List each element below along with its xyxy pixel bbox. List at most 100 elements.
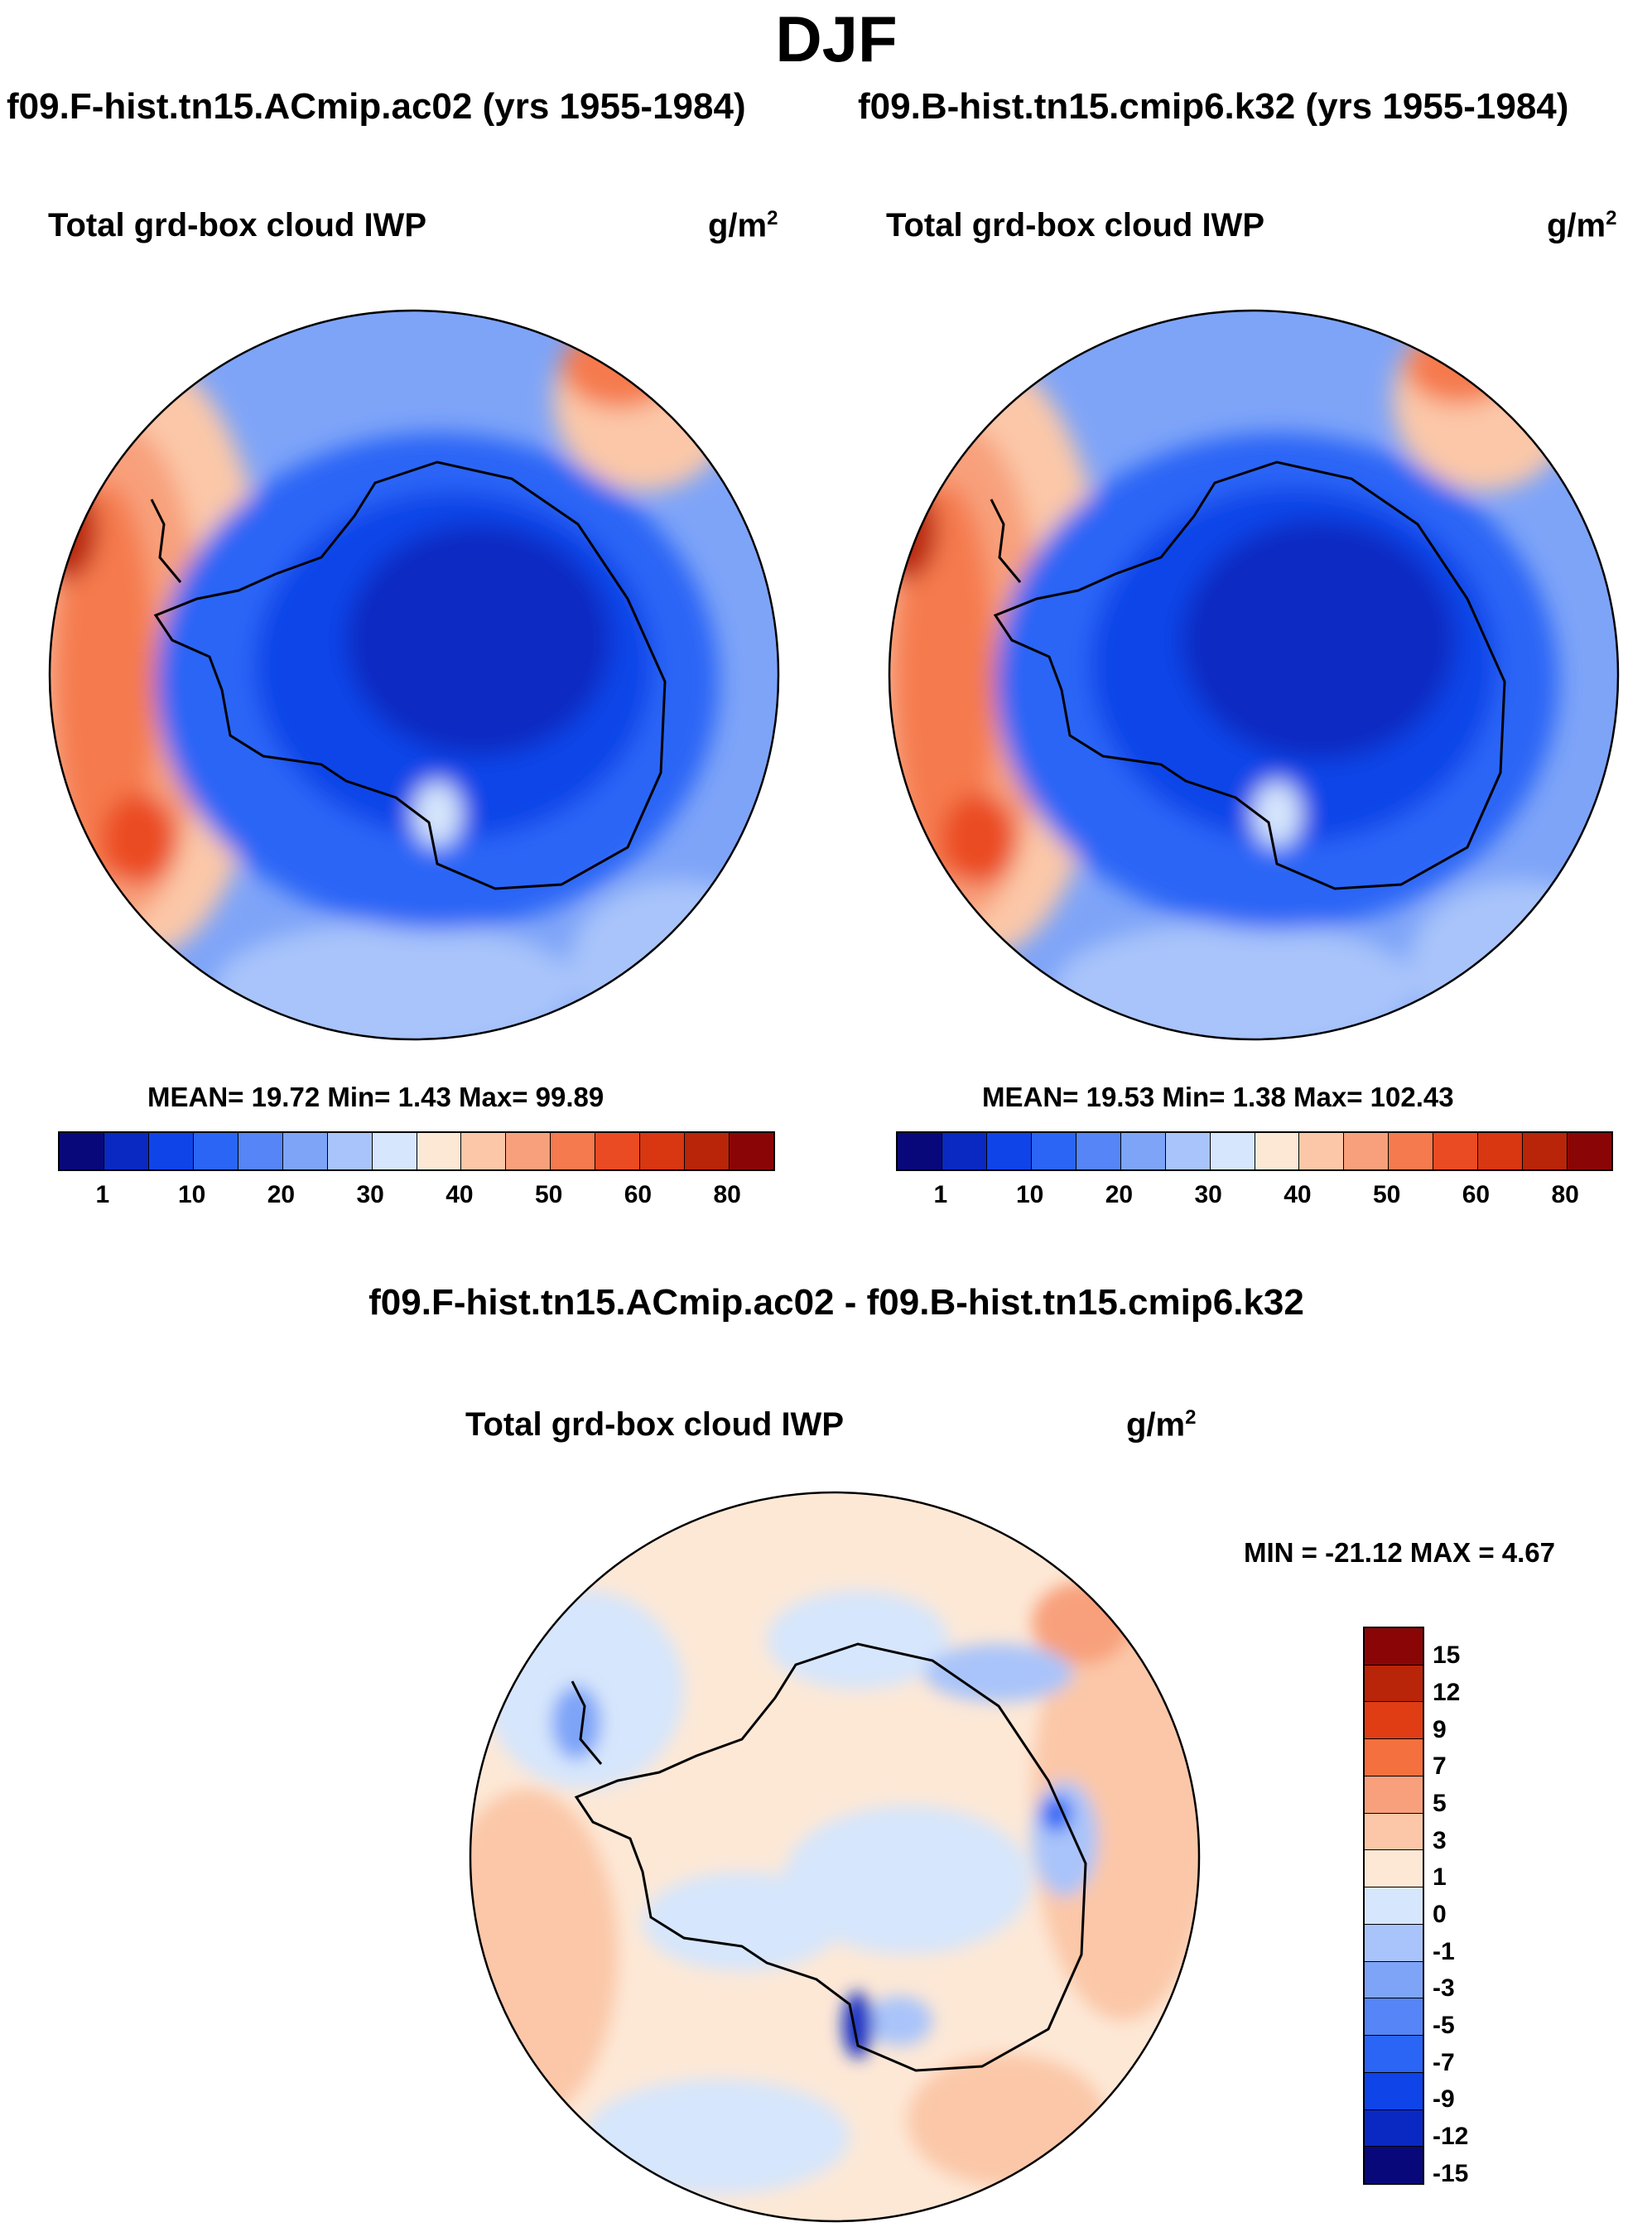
colorbar-swatch (282, 1133, 328, 1169)
colorbar-tick-label: 60 (624, 1181, 653, 1208)
colorbar-swatch (551, 1133, 596, 1169)
colorbar-swatch (1365, 1813, 1423, 1851)
colorbar-swatch (1365, 1776, 1423, 1814)
colorbar-tick-label: 0 (1433, 1901, 1447, 1928)
colorbar-swatch (461, 1133, 507, 1169)
colorbar-swatch (1365, 1998, 1423, 2037)
iwp-field-a (50, 311, 778, 1039)
colorbar-tick-label: 40 (1284, 1181, 1312, 1208)
colorbar-swatch (1365, 2147, 1423, 2184)
colorbar-tick-label: -9 (1433, 2085, 1455, 2114)
colorbar-swatch (1365, 1887, 1423, 1925)
colorbar-tick-label: 7 (1433, 1752, 1447, 1781)
colorbar-tick-label: -3 (1433, 1974, 1455, 2003)
colorbar-swatch (1365, 2072, 1423, 2110)
figure-title: DJF (775, 2, 898, 75)
colorbar-difference (1363, 1627, 1424, 2185)
colorbar-tick-label: -7 (1433, 2048, 1455, 2076)
colorbar-swatch (1031, 1133, 1076, 1169)
colorbar-tick-label: 15 (1433, 1641, 1461, 1670)
colorbar-swatch (1299, 1133, 1345, 1169)
colorbar-tick-label: -12 (1433, 2123, 1469, 2150)
colorbar-tick-label: 1 (933, 1181, 948, 1208)
panel-b-variable: Total grd-box cloud IWP (886, 207, 1264, 243)
colorbar-swatch (1120, 1133, 1166, 1169)
difference-variable: Total grd-box cloud IWP (465, 1406, 844, 1443)
colorbar-tick-label: 3 (1433, 1826, 1447, 1854)
map-difference (469, 1491, 1201, 2223)
map-panel-a (48, 309, 780, 1041)
colorbar-swatch (1365, 1739, 1423, 1776)
colorbar-swatch (1255, 1133, 1300, 1169)
colorbar-swatch (1076, 1133, 1121, 1169)
colorbar-tick-label: 30 (1194, 1181, 1222, 1208)
colorbar-swatch (1365, 1924, 1423, 1962)
colorbar-tick-label: 1 (95, 1181, 110, 1208)
colorbar-tick-label: 12 (1433, 1679, 1461, 1706)
iwp-field-b (889, 311, 1618, 1039)
colorbar-swatch (1165, 1133, 1211, 1169)
colorbar-swatch (327, 1133, 373, 1169)
colorbar-swatch (60, 1133, 104, 1169)
colorbar-tick-label: 30 (356, 1181, 384, 1208)
colorbar-swatch (1365, 2036, 1423, 2073)
colorbar-tick-label: 60 (1462, 1181, 1491, 1208)
colorbar-swatch (1210, 1133, 1255, 1169)
colorbar-tick-label: -1 (1433, 1937, 1455, 1965)
colorbar-swatch (595, 1133, 641, 1169)
panel-a-units: g/m2 (708, 207, 778, 244)
colorbar-panel-a (58, 1131, 775, 1171)
iwp-difference-field (470, 1492, 1199, 2221)
antarctica-coastline-diff (574, 1642, 1087, 2072)
colorbar-tick-label: 50 (1372, 1181, 1401, 1208)
colorbar-swatch (1365, 1702, 1423, 1740)
colorbar-swatch (1478, 1133, 1524, 1169)
colorbar-tick-label: 50 (534, 1181, 563, 1208)
colorbar-swatch (1433, 1133, 1479, 1169)
panel-b-units: g/m2 (1547, 207, 1617, 244)
panel-a-variable: Total grd-box cloud IWP (48, 207, 426, 243)
colorbar-tick-label: 20 (267, 1181, 296, 1208)
colorbar-swatch (1365, 1961, 1423, 1999)
colorbar-swatch (942, 1133, 987, 1169)
colorbar-swatch (1365, 2109, 1423, 2148)
colorbar-tick-label: 40 (446, 1181, 474, 1208)
difference-units: g/m2 (1126, 1406, 1197, 1444)
colorbar-tick-label: 5 (1433, 1790, 1447, 1817)
colorbar-swatch (1365, 1665, 1423, 1703)
difference-minmax: MIN = -21.12 MAX = 4.67 (1244, 1537, 1556, 1568)
colorbar-swatch (898, 1133, 942, 1169)
colorbar-swatch (417, 1133, 462, 1169)
colorbar-swatch (506, 1133, 551, 1169)
antarctica-coastline-a (153, 460, 667, 890)
colorbar-swatch (640, 1133, 686, 1169)
colorbar-swatch (372, 1133, 417, 1169)
colorbar-swatch (1344, 1133, 1390, 1169)
colorbar-tick-label: 9 (1433, 1715, 1447, 1743)
panel-a-run-title: f09.F-hist.tn15.ACmip.ac02 (yrs 1955-198… (7, 86, 746, 127)
colorbar-swatch (685, 1133, 730, 1169)
colorbar-tick-label: -5 (1433, 2012, 1455, 2039)
map-panel-b (888, 309, 1620, 1041)
colorbar-swatch (1365, 1850, 1423, 1888)
colorbar-tick-label: 1 (1433, 1863, 1447, 1892)
colorbar-swatch (238, 1133, 283, 1169)
colorbar-swatch (1568, 1133, 1611, 1169)
panel-b-stats: MEAN= 19.53 Min= 1.38 Max= 102.43 (982, 1082, 1454, 1112)
colorbar-tick-label: 10 (177, 1181, 206, 1208)
colorbar-swatch (148, 1133, 194, 1169)
colorbar-tick-label: 80 (713, 1181, 741, 1208)
colorbar-swatch (1365, 1628, 1423, 1666)
colorbar-swatch (730, 1133, 773, 1169)
colorbar-tick-label: 80 (1551, 1181, 1579, 1208)
panel-b-run-title: f09.B-hist.tn15.cmip6.k32 (yrs 1955-1984… (858, 86, 1569, 127)
colorbar-tick-label: 20 (1105, 1181, 1134, 1208)
colorbar-tick-label: 10 (1015, 1181, 1044, 1208)
colorbar-swatch (1389, 1133, 1434, 1169)
colorbar-swatch (1523, 1133, 1568, 1169)
colorbar-swatch (986, 1133, 1032, 1169)
colorbar-tick-label: -15 (1433, 2159, 1469, 2187)
colorbar-swatch (104, 1133, 149, 1169)
colorbar-panel-b (896, 1131, 1613, 1171)
panel-a-stats: MEAN= 19.72 Min= 1.43 Max= 99.89 (147, 1082, 604, 1112)
